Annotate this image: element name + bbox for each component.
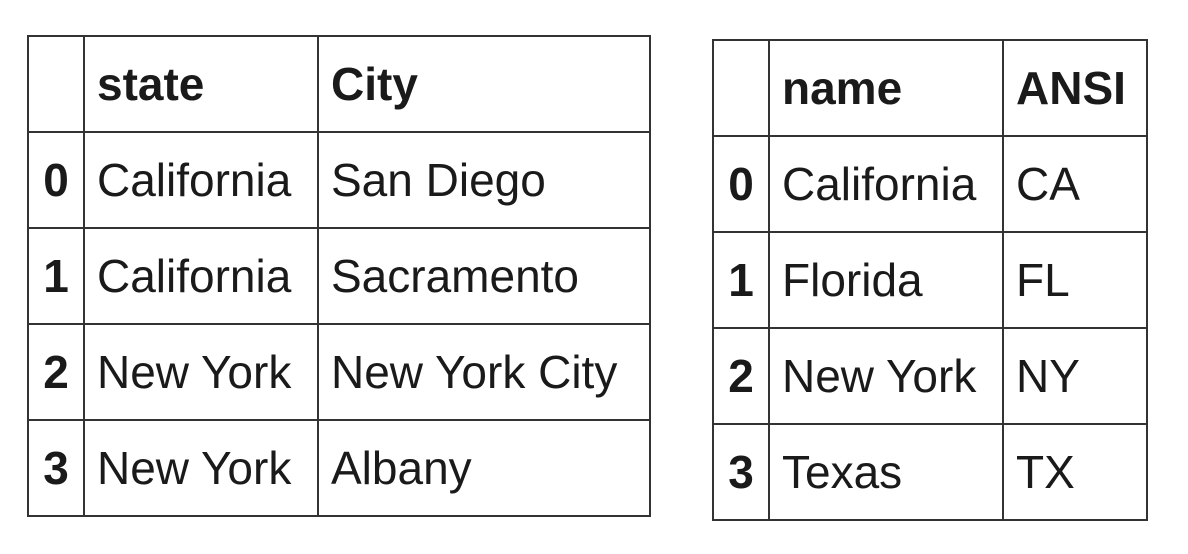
table-row: 3 Texas TX <box>712 423 1148 521</box>
row-index: 3 <box>27 419 85 517</box>
states-ansi-table: name ANSI 0 California CA 1 Florida FL 2… <box>712 39 1148 521</box>
table-row: 2 New York NY <box>712 327 1148 425</box>
table-row: 0 California San Diego <box>27 131 651 229</box>
table-header-row: state City <box>27 35 651 133</box>
table-row: 1 California Sacramento <box>27 227 651 325</box>
index-header <box>712 39 770 137</box>
table-row: 3 New York Albany <box>27 419 651 517</box>
index-header <box>27 35 85 133</box>
row-index: 2 <box>712 327 770 425</box>
cell-name: California <box>768 135 1004 233</box>
cell-state: California <box>83 227 319 325</box>
cell-city: Sacramento <box>317 227 651 325</box>
cell-city: Albany <box>317 419 651 517</box>
table-row: 1 Florida FL <box>712 231 1148 329</box>
cell-city: New York City <box>317 323 651 421</box>
column-header-state: state <box>83 35 319 133</box>
row-index: 0 <box>27 131 85 229</box>
cell-city: San Diego <box>317 131 651 229</box>
cell-name: Texas <box>768 423 1004 521</box>
column-header-ansi: ANSI <box>1002 39 1148 137</box>
column-header-name: name <box>768 39 1004 137</box>
states-cities-table: state City 0 California San Diego 1 Cali… <box>27 35 651 517</box>
cell-ansi: NY <box>1002 327 1148 425</box>
cell-ansi: CA <box>1002 135 1148 233</box>
row-index: 0 <box>712 135 770 233</box>
table-row: 2 New York New York City <box>27 323 651 421</box>
row-index: 1 <box>27 227 85 325</box>
row-index: 1 <box>712 231 770 329</box>
cell-state: New York <box>83 419 319 517</box>
row-index: 3 <box>712 423 770 521</box>
cell-state: California <box>83 131 319 229</box>
table-row: 0 California CA <box>712 135 1148 233</box>
column-header-city: City <box>317 35 651 133</box>
cell-ansi: TX <box>1002 423 1148 521</box>
cell-state: New York <box>83 323 319 421</box>
cell-name: Florida <box>768 231 1004 329</box>
row-index: 2 <box>27 323 85 421</box>
cell-ansi: FL <box>1002 231 1148 329</box>
table-header-row: name ANSI <box>712 39 1148 137</box>
cell-name: New York <box>768 327 1004 425</box>
